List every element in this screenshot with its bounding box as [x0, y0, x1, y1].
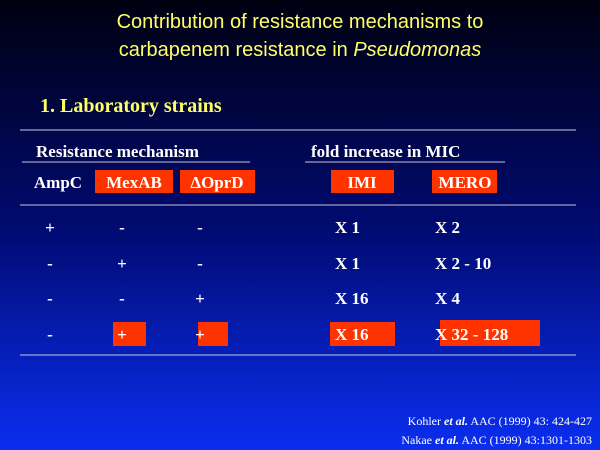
ref-etal: et al. — [444, 414, 468, 428]
highlight — [113, 322, 146, 346]
highlight — [198, 322, 228, 346]
column-header: ΔOprD — [190, 173, 243, 192]
table-cell: X 1 — [335, 254, 360, 273]
reference: Kohler et al. AAC (1999) 43: 424-427 — [408, 414, 592, 428]
highlight — [440, 320, 540, 346]
highlight — [180, 170, 255, 193]
title-text: carbapenem resistance in — [119, 39, 354, 61]
highlight — [331, 170, 394, 193]
table-cell: - — [197, 218, 203, 237]
table-cell: - — [197, 254, 203, 273]
table-cell: X 16 — [335, 289, 369, 308]
table-cell: - — [119, 218, 125, 237]
table-cell: - — [47, 325, 53, 344]
table-cell: + — [117, 254, 127, 273]
table-cell: X 4 — [435, 289, 461, 308]
column-header: MERO — [439, 173, 492, 192]
table-cell: X 16 — [335, 325, 369, 344]
reference: Nakae et al. AAC (1999) 43:1301-1303 — [401, 433, 592, 447]
table-cell: X 2 - 10 — [435, 254, 491, 273]
table-cell: + — [45, 218, 55, 237]
table-cell: - — [119, 289, 125, 308]
table-cell: + — [195, 325, 205, 344]
highlight — [95, 170, 173, 193]
ref-rest: AAC (1999) 43: 424-427 — [468, 414, 592, 428]
ref-etal: et al. — [435, 433, 459, 447]
table-cell: - — [47, 289, 53, 308]
highlight — [432, 170, 497, 193]
subtitle: 1. Laboratory strains — [40, 95, 222, 117]
table-cell: X 2 — [435, 218, 460, 237]
title-line: carbapenem resistance in Pseudomonas — [119, 39, 481, 61]
table-cell: + — [117, 325, 127, 344]
column-header: MexAB — [106, 173, 162, 192]
ref-author: Kohler — [408, 414, 444, 428]
ref-rest: AAC (1999) 43:1301-1303 — [459, 433, 592, 447]
title-line: Contribution of resistance mechanisms to — [117, 11, 484, 33]
group-header: fold increase in MIC — [311, 142, 460, 161]
highlight — [330, 322, 395, 346]
table-cell: - — [47, 254, 53, 273]
table-cell: X 32 - 128 — [435, 325, 508, 344]
table-cell: X 1 — [335, 218, 360, 237]
group-header: Resistance mechanism — [36, 142, 199, 161]
ref-author: Nakae — [401, 433, 435, 447]
column-header: IMI — [347, 173, 377, 192]
title-italic: Pseudomonas — [353, 39, 481, 61]
column-header: AmpC — [34, 173, 82, 192]
table-cell: + — [195, 289, 205, 308]
